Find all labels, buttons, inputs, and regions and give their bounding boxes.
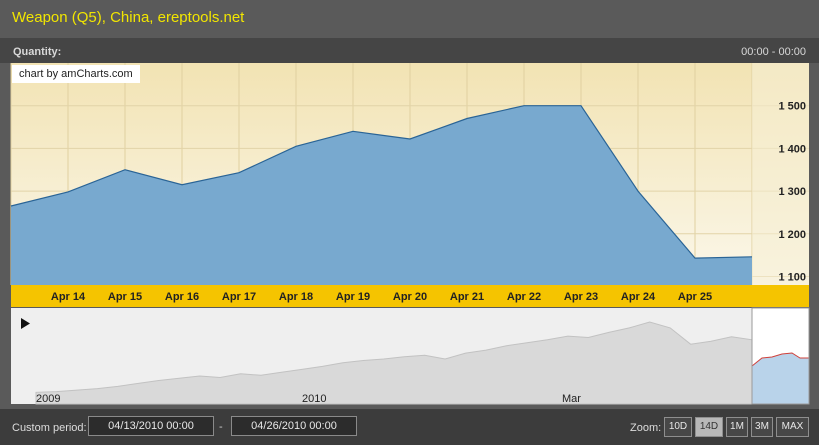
category-axis-band [11, 285, 809, 307]
x-tick-label: Apr 23 [564, 291, 598, 303]
y-tick-label: 1 200 [778, 229, 806, 241]
zoom-3m-button[interactable]: 3M [751, 417, 773, 437]
x-tick-label: Apr 16 [165, 291, 199, 303]
y-tick-label: 1 500 [778, 101, 806, 113]
x-tick-label: Apr 21 [450, 291, 484, 303]
zoom-10d-button[interactable]: 10D [664, 417, 692, 437]
zoom-14d-button[interactable]: 14D [695, 417, 723, 437]
navigator-selection-frame [751, 307, 810, 405]
series-line [10, 105, 753, 259]
navigator-date-label: Mar [562, 393, 581, 405]
play-icon [21, 318, 30, 329]
y-tick-label: 1 300 [778, 186, 806, 198]
period-dash: - [219, 421, 223, 433]
chart-title: Weapon (Q5), China, ereptools.net [12, 9, 245, 26]
value-axis-band [752, 63, 809, 285]
start-date-input[interactable] [88, 416, 214, 436]
x-tick-label: Apr 18 [279, 291, 313, 303]
x-tick-label: Apr 19 [336, 291, 370, 303]
amcharts-credit[interactable]: chart by amCharts.com [12, 65, 140, 83]
x-tick-label: Apr 14 [51, 291, 86, 303]
navigator-selection-area [752, 353, 809, 404]
zoom-max-button[interactable]: MAX [776, 417, 809, 437]
navigator-area [35, 321, 753, 405]
navigator-selection-line [751, 352, 809, 367]
series-area [11, 105, 752, 285]
navigator-date-label: 2009 [36, 393, 60, 405]
quantity-label: Quantity: [13, 46, 62, 58]
x-tick-label: Apr 25 [678, 291, 712, 303]
zoom-1m-button[interactable]: 1M [726, 417, 748, 437]
x-tick-label: Apr 20 [393, 291, 427, 303]
zoom-label: Zoom: [630, 422, 662, 434]
chart-header-bar [0, 38, 819, 63]
navigator-date-label: 2010 [302, 393, 326, 405]
y-tick-label: 1 100 [778, 271, 806, 283]
x-tick-label: Apr 24 [621, 291, 656, 303]
time-range-readout: 00:00 - 00:00 [741, 46, 806, 58]
custom-period-label: Custom period: [12, 422, 87, 434]
y-tick-label: 1 400 [778, 143, 806, 155]
end-date-input[interactable] [231, 416, 357, 436]
x-tick-label: Apr 22 [507, 291, 541, 303]
x-tick-label: Apr 17 [222, 291, 256, 303]
x-tick-label: Apr 15 [108, 291, 142, 303]
